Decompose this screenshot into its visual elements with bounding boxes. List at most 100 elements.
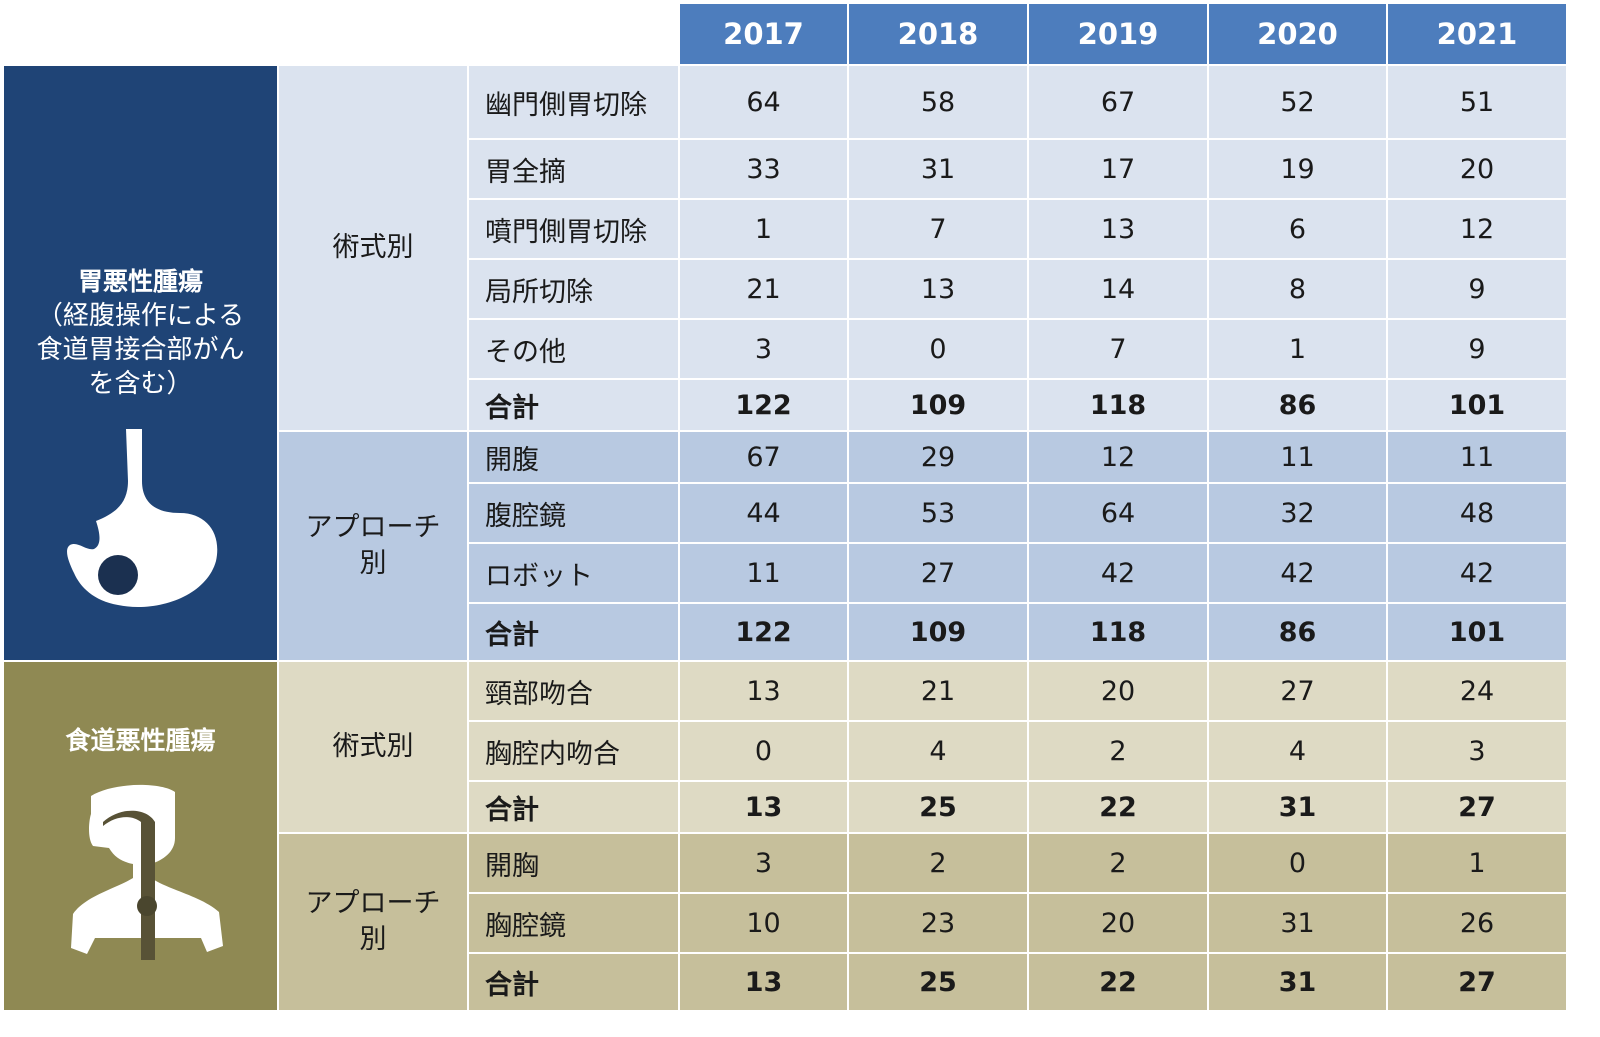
table-row: 噴門側胃切除 1 7 13 6 12 (3, 198, 1568, 260)
value-cell: 14 (1027, 258, 1209, 320)
value-cell: 27 (847, 542, 1029, 604)
value-cell: 27 (1207, 660, 1388, 722)
table-row: 食道悪性腫瘍 術式別 頸部吻合 13 21 20 27 24 (2, 660, 1568, 1012)
year-header: 2018 (847, 2, 1029, 66)
total-value-cell: 27 (1386, 952, 1568, 1012)
category-title: 食道悪性腫瘍 (65, 726, 216, 755)
value-cell: 12 (1386, 198, 1568, 260)
total-value-cell: 122 (678, 602, 849, 662)
surgery-statistics-table: 2017 2018 2019 2020 2021 胃悪性腫瘍 （経腹操作による 食… (2, 2, 1568, 1012)
total-label: 合計 (467, 602, 680, 662)
value-cell: 52 (1207, 64, 1388, 140)
total-value-cell: 101 (1386, 602, 1568, 662)
value-cell: 3 (1386, 720, 1568, 782)
category-subtitle: （経腹操作による 食道胃接合部がん を含む） (36, 301, 245, 399)
value-cell: 2 (847, 832, 1029, 894)
total-value-cell: 27 (1386, 780, 1568, 834)
value-cell: 0 (1207, 832, 1388, 894)
value-cell: 32 (1207, 482, 1388, 544)
total-value-cell: 118 (1027, 602, 1209, 662)
value-cell: 7 (847, 198, 1029, 260)
value-cell: 1 (1207, 318, 1388, 380)
table-row: アプローチ 別開腹 67 29 12 11 11 (3, 430, 1568, 662)
total-row: 合計 13 25 22 31 27 (3, 780, 1568, 834)
value-cell: 64 (1027, 482, 1209, 544)
table-row: 局所切除 21 13 14 8 9 (3, 258, 1568, 320)
value-cell: 0 (678, 720, 849, 782)
value-cell: 48 (1386, 482, 1568, 544)
procedure-label: 胃全摘 (467, 138, 680, 200)
total-value-cell: 101 (1386, 378, 1568, 432)
total-label: 合計 (467, 780, 680, 834)
category-esophageal: 食道悪性腫瘍 (2, 660, 279, 1012)
year-header: 2019 (1027, 2, 1209, 66)
table-row: 腹腔鏡 44 53 64 32 48 (3, 482, 1568, 544)
value-cell: 67 (678, 430, 849, 484)
value-cell: 20 (1027, 660, 1209, 722)
value-cell: 1 (678, 198, 849, 260)
value-cell: 44 (678, 482, 849, 544)
value-cell: 19 (1207, 138, 1388, 200)
total-value-cell: 31 (1207, 952, 1388, 1012)
value-cell: 3 (678, 318, 849, 380)
table-row: アプローチ 別開胸 3 2 2 0 1 (3, 832, 1568, 1012)
value-cell: 6 (1207, 198, 1388, 260)
total-value-cell: 109 (847, 378, 1029, 432)
value-cell: 13 (847, 258, 1029, 320)
value-cell: 7 (1027, 318, 1209, 380)
value-cell: 21 (678, 258, 849, 320)
value-cell: 42 (1027, 542, 1209, 604)
category-title: 胃悪性腫瘍 (77, 267, 203, 296)
procedure-label: 胸腔鏡 (467, 892, 680, 954)
total-value-cell: 13 (678, 780, 849, 834)
value-cell: 12 (1027, 430, 1209, 484)
total-value-cell: 86 (1207, 378, 1388, 432)
total-label: 合計 (467, 952, 680, 1012)
value-cell: 9 (1386, 318, 1568, 380)
table-row: 胸腔内吻合 0 4 2 4 3 (3, 720, 1568, 782)
value-cell: 51 (1386, 64, 1568, 140)
value-cell: 2 (1027, 832, 1209, 894)
value-cell: 3 (678, 832, 849, 894)
value-cell: 67 (1027, 64, 1209, 140)
total-value-cell: 13 (678, 952, 849, 1012)
total-row: 合計 122 109 118 86 101 (3, 602, 1568, 662)
value-cell: 0 (847, 318, 1029, 380)
procedure-label: 胸腔内吻合 (467, 720, 680, 782)
header-blank (2, 2, 680, 66)
value-cell: 9 (1386, 258, 1568, 320)
procedure-label: ロボット (467, 542, 680, 604)
table-row: 胃全摘 33 31 17 19 20 (3, 138, 1568, 200)
value-cell: 10 (678, 892, 849, 954)
value-cell: 11 (678, 542, 849, 604)
value-cell: 42 (1207, 542, 1388, 604)
procedure-label: 噴門側胃切除 (467, 198, 680, 260)
value-cell: 13 (678, 660, 849, 722)
value-cell: 20 (1386, 138, 1568, 200)
year-header-row: 2017 2018 2019 2020 2021 (2, 2, 1568, 66)
value-cell: 31 (847, 138, 1029, 200)
procedure-label: 局所切除 (467, 258, 680, 320)
value-cell: 2 (1027, 720, 1209, 782)
year-header: 2017 (678, 2, 849, 66)
table-row: 胃悪性腫瘍 （経腹操作による 食道胃接合部がん を含む） 術式別 幽門側胃切除 64 58… (2, 64, 1568, 662)
total-value-cell: 22 (1027, 780, 1209, 834)
value-cell: 64 (678, 64, 849, 140)
total-row: 合計 122 109 118 86 101 (3, 378, 1568, 432)
category-gastric: 胃悪性腫瘍 （経腹操作による 食道胃接合部がん を含む） (2, 64, 279, 662)
value-cell: 11 (1207, 430, 1388, 484)
total-value-cell: 122 (678, 378, 849, 432)
value-cell: 58 (847, 64, 1029, 140)
value-cell: 17 (1027, 138, 1209, 200)
group-label: アプローチ 別 (277, 430, 469, 662)
value-cell: 26 (1386, 892, 1568, 954)
value-cell: 20 (1027, 892, 1209, 954)
procedure-label: 開胸 (467, 832, 680, 894)
total-value-cell: 86 (1207, 602, 1388, 662)
value-cell: 11 (1386, 430, 1568, 484)
esophagus-tumor-icon (70, 784, 223, 960)
procedure-label: 開腹 (467, 430, 680, 484)
table-row: その他 3 0 7 1 9 (3, 318, 1568, 380)
value-cell: 53 (847, 482, 1029, 544)
total-row: 合計 13 25 22 31 27 (3, 952, 1568, 1012)
